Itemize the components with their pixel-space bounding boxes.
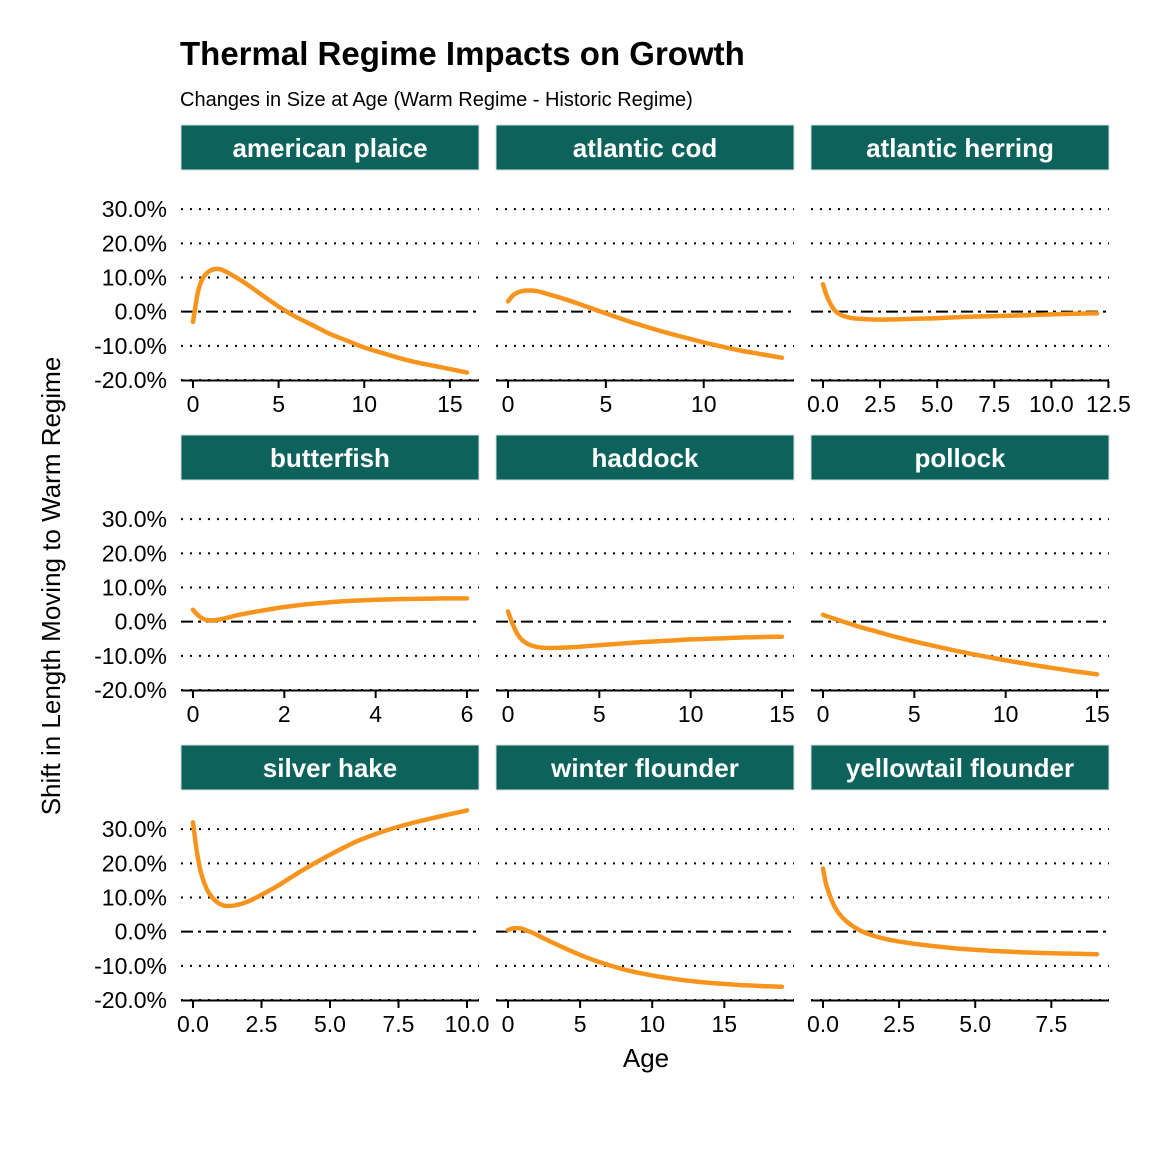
series-line-haddock bbox=[505, 609, 785, 651]
y-tick-label: 0.0% bbox=[115, 299, 167, 325]
x-tick-label: 0.0 bbox=[177, 1011, 209, 1037]
x-tick-label: 15 bbox=[769, 701, 795, 727]
strip-silver-hake bbox=[180, 744, 480, 791]
x-tick-label: 2.5 bbox=[864, 391, 896, 417]
strip-label-silver-hake: silver hake bbox=[263, 753, 397, 783]
strip-label-pollock: pollock bbox=[914, 443, 1006, 473]
x-tick-label: 10 bbox=[993, 701, 1019, 727]
panel-atlantic-cod: atlantic cod 0 5 10 bbox=[495, 124, 795, 417]
panel-butterfish: butterfish -20.0% -10.0% 0.0% 10.0% 20.0% 30.0… bbox=[94, 434, 480, 727]
panel-winter-flounder: winter flounder 0 5 10 15 bbox=[495, 744, 795, 1037]
chart-title: Thermal Regime Impacts on Growth bbox=[180, 35, 745, 72]
strip-atlantic-herring bbox=[810, 124, 1110, 171]
y-tick-label: 10.0% bbox=[102, 265, 167, 291]
y-tick-label: -10.0% bbox=[94, 953, 167, 979]
x-tick-label: 0.0 bbox=[807, 1011, 839, 1037]
x-tick-label: 15 bbox=[1084, 701, 1110, 727]
x-tick-label: 10 bbox=[639, 1011, 665, 1037]
panel-yellowtail-flounder: yellowtail flounder 0.0 2.5 5.0 7.5 bbox=[807, 744, 1110, 1037]
strip-label-haddock: haddock bbox=[592, 443, 699, 473]
strip-pollock bbox=[810, 434, 1110, 481]
x-tick-label: 10.0 bbox=[445, 1011, 490, 1037]
x-axis-title: Age bbox=[623, 1043, 669, 1073]
y-tick-label: -10.0% bbox=[94, 643, 167, 669]
strip-american-plaice bbox=[180, 124, 480, 171]
series-line-silver-hake bbox=[190, 808, 470, 909]
x-tick-label: 5 bbox=[593, 701, 606, 727]
x-tick-label: 5.0 bbox=[959, 1011, 991, 1037]
y-tick-label: -20.0% bbox=[94, 987, 167, 1013]
x-tick-label: 5 bbox=[272, 391, 285, 417]
y-tick-label: 0.0% bbox=[115, 609, 167, 635]
y-tick-label: 20.0% bbox=[102, 540, 167, 566]
x-tick-label: 0 bbox=[187, 391, 200, 417]
y-tick-label: -10.0% bbox=[94, 333, 167, 359]
strip-label-butterfish: butterfish bbox=[270, 443, 390, 473]
strip-butterfish bbox=[180, 434, 480, 481]
strip-yellowtail-flounder bbox=[810, 744, 1110, 791]
series-line-winter-flounder bbox=[505, 925, 785, 989]
x-tick-label: 0.0 bbox=[807, 391, 839, 417]
strip-atlantic-cod bbox=[495, 124, 795, 171]
x-tick-label: 7.5 bbox=[1035, 1011, 1067, 1037]
chart-subtitle: Changes in Size at Age (Warm Regime - Hi… bbox=[180, 89, 693, 111]
series-line-atlantic-herring bbox=[820, 282, 1100, 322]
x-tick-label: 4 bbox=[369, 701, 382, 727]
y-tick-label: 20.0% bbox=[102, 230, 167, 256]
y-tick-label: 30.0% bbox=[102, 196, 167, 222]
y-tick-label: 20.0% bbox=[102, 850, 167, 876]
strip-label-atlantic-cod: atlantic cod bbox=[573, 133, 717, 163]
strip-label-american-plaice: american plaice bbox=[232, 133, 427, 163]
y-tick-label: 30.0% bbox=[102, 816, 167, 842]
x-tick-label: 12.5 bbox=[1086, 391, 1131, 417]
y-tick-label: 10.0% bbox=[102, 885, 167, 911]
series-line-yellowtail-flounder bbox=[820, 866, 1100, 957]
x-tick-label: 0 bbox=[502, 701, 515, 727]
x-tick-label: 15 bbox=[712, 1011, 738, 1037]
y-axis-title: Shift in Length Moving to Warm Regime bbox=[36, 357, 66, 816]
x-tick-label: 0 bbox=[817, 701, 830, 727]
strip-winter-flounder bbox=[495, 744, 795, 791]
panel-american-plaice: american plaice -20.0% -10.0% 0.0% 10.0% 20.0… bbox=[94, 124, 480, 417]
series-line-atlantic-cod bbox=[505, 288, 785, 361]
x-tick-label: 5.0 bbox=[314, 1011, 346, 1037]
panel-haddock: haddock 0 5 10 15 bbox=[495, 434, 795, 727]
panel-pollock: pollock 0 5 10 15 bbox=[810, 434, 1110, 727]
x-tick-label: 0 bbox=[187, 701, 200, 727]
y-tick-label: 10.0% bbox=[102, 575, 167, 601]
y-tick-label: -20.0% bbox=[94, 677, 167, 703]
y-tick-label: 30.0% bbox=[102, 506, 167, 532]
x-tick-label: 7.5 bbox=[978, 391, 1010, 417]
x-tick-label: 0 bbox=[502, 1011, 515, 1037]
strip-label-yellowtail-flounder: yellowtail flounder bbox=[846, 753, 1074, 783]
facet-panels: american plaice-20.0%-10.0%0.0%10.0%20.0… bbox=[94, 124, 1131, 1037]
x-tick-label: 2.5 bbox=[246, 1011, 278, 1037]
panel-atlantic-herring: atlantic herring 0.0 2.5 5.0 7.5 10.0 12.5 bbox=[807, 124, 1131, 417]
x-tick-label: 0 bbox=[502, 391, 515, 417]
series-line-pollock bbox=[820, 612, 1100, 677]
x-tick-label: 5 bbox=[908, 701, 921, 727]
x-tick-label: 7.5 bbox=[383, 1011, 415, 1037]
x-tick-label: 2.5 bbox=[883, 1011, 915, 1037]
x-tick-label: 5 bbox=[574, 1011, 587, 1037]
x-tick-label: 5.0 bbox=[921, 391, 953, 417]
y-tick-label: -20.0% bbox=[94, 367, 167, 393]
x-tick-label: 10 bbox=[678, 701, 704, 727]
strip-label-winter-flounder: winter flounder bbox=[550, 753, 739, 783]
x-tick-label: 5 bbox=[599, 391, 612, 417]
x-tick-label: 15 bbox=[437, 391, 463, 417]
x-tick-label: 10 bbox=[351, 391, 377, 417]
series-line-butterfish bbox=[190, 596, 470, 623]
x-tick-label: 6 bbox=[461, 701, 474, 727]
y-tick-label: 0.0% bbox=[115, 919, 167, 945]
x-tick-label: 2 bbox=[278, 701, 291, 727]
strip-haddock bbox=[495, 434, 795, 481]
x-tick-label: 10 bbox=[691, 391, 717, 417]
x-tick-label: 10.0 bbox=[1029, 391, 1074, 417]
strip-label-atlantic-herring: atlantic herring bbox=[866, 133, 1054, 163]
panel-silver-hake: silver hake -20.0% -10.0% 0.0% 10.0% 20.0% 30.… bbox=[94, 744, 490, 1037]
series-line-american-plaice bbox=[190, 266, 470, 375]
